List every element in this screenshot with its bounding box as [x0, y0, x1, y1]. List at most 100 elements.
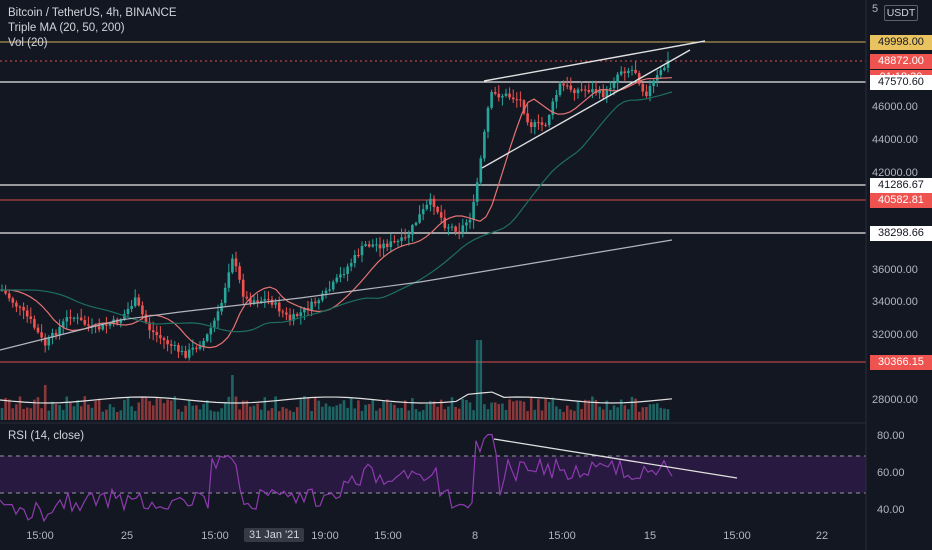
volume-bar — [335, 405, 339, 420]
volume-bar — [594, 399, 598, 420]
candle-body — [385, 243, 389, 248]
candle-body — [303, 308, 306, 313]
candle-body — [270, 299, 274, 305]
candle-body — [25, 310, 29, 317]
volume-bar — [94, 400, 97, 420]
candle-body — [331, 281, 335, 290]
candle-body — [33, 319, 36, 328]
ma-indicator-label[interactable]: Triple MA (20, 50, 200) — [8, 22, 125, 34]
candle-body — [249, 298, 252, 304]
volume-bar — [569, 409, 573, 420]
price-tick-label: 28000.00 — [872, 394, 918, 406]
volume-bar — [83, 396, 87, 420]
volume-bar — [479, 340, 483, 420]
candle-body — [223, 287, 227, 303]
candle-body — [108, 323, 112, 326]
volume-bar — [414, 409, 418, 420]
volume-bar — [137, 402, 141, 420]
candle-body — [382, 243, 385, 249]
volume-bar — [213, 411, 216, 420]
candle-body — [612, 82, 616, 88]
volume-bar — [65, 396, 69, 420]
candle-body — [540, 122, 544, 125]
rsi-indicator-label[interactable]: RSI (14, close) — [8, 430, 85, 442]
candle-body — [526, 113, 529, 123]
symbol-title[interactable]: Bitcoin / TetherUS, 4h, BINANCE — [8, 7, 177, 19]
candle-body — [216, 311, 220, 321]
rsi-trendline — [493, 438, 738, 479]
volume-bar — [619, 399, 623, 420]
candle-body — [504, 93, 508, 96]
volume-bar — [22, 408, 25, 420]
candle-body — [36, 327, 40, 333]
volume-bar — [195, 405, 198, 420]
candle-body — [144, 314, 148, 323]
trendline-drawings — [481, 40, 706, 169]
candle-body — [609, 87, 612, 90]
candle-body — [490, 91, 493, 108]
volume-bar — [299, 398, 303, 420]
volume-bar — [623, 405, 627, 420]
candle-body — [83, 320, 87, 325]
volume-bar — [349, 398, 353, 420]
currency-selector[interactable]: USDT — [884, 5, 918, 21]
volume-bar — [483, 404, 486, 420]
candle-body — [479, 158, 483, 183]
volume-bar — [382, 400, 385, 420]
candle-body — [555, 94, 558, 102]
candle-body — [411, 225, 414, 235]
volume-bar — [400, 408, 403, 420]
price-level-label: 40582.81 — [870, 193, 932, 208]
candle-body — [364, 244, 367, 246]
time-tick-label: 15:00 — [723, 530, 751, 542]
candle-body — [349, 263, 353, 267]
volume-bar — [637, 411, 641, 420]
volume-bar — [25, 407, 29, 420]
volume-bar — [310, 410, 313, 420]
volume-bar — [443, 409, 447, 420]
candle-body — [483, 131, 486, 159]
volume-bars — [0, 340, 673, 420]
candle-body — [245, 296, 249, 299]
candle-body — [619, 71, 623, 75]
volume-bar — [238, 409, 241, 420]
volume-bar — [97, 398, 101, 420]
crosshair-date-label: 31 Jan '21 — [244, 528, 305, 542]
candle-body — [418, 214, 421, 223]
candle-body — [7, 293, 11, 299]
candle-body — [259, 300, 263, 303]
candle-body — [15, 302, 18, 307]
candle-body — [324, 290, 328, 294]
volume-bar — [630, 396, 634, 420]
price-tick-label: 44000.00 — [872, 134, 918, 146]
wedge-lower-trendline — [481, 49, 691, 169]
volume-bar — [396, 408, 400, 420]
candle-body — [191, 347, 195, 350]
time-tick-label: 15:00 — [201, 530, 229, 542]
volume-bar — [457, 408, 461, 420]
candle-body — [321, 293, 324, 301]
candle-body — [310, 301, 313, 311]
volume-bar — [313, 396, 317, 420]
volume-bar — [547, 402, 551, 420]
volume-bar — [151, 405, 155, 420]
volume-bar — [90, 407, 94, 420]
candle-body — [169, 344, 173, 346]
candle-body — [198, 346, 202, 349]
time-tick-label: 8 — [471, 530, 479, 542]
volume-bar — [342, 400, 346, 420]
volume-bar — [274, 396, 277, 420]
candle-body — [425, 204, 429, 210]
candle-body — [623, 71, 627, 73]
candle-body — [339, 274, 342, 278]
volume-indicator-label[interactable]: Vol (20) — [8, 37, 48, 49]
volume-bar — [378, 408, 382, 420]
rsi-tick-label: 80.00 — [877, 430, 905, 442]
volume-bar — [652, 404, 655, 420]
volume-bar — [587, 400, 591, 420]
candle-body — [414, 222, 418, 226]
candle-body — [472, 201, 475, 220]
volume-bar — [573, 410, 576, 420]
volume-bar — [267, 410, 270, 420]
